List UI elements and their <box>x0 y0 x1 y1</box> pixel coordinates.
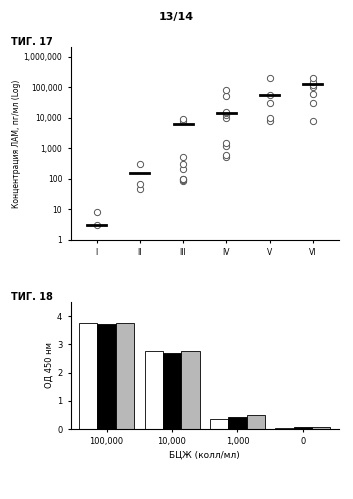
Bar <box>79 323 97 429</box>
Y-axis label: ОД 450 нм: ОД 450 нм <box>45 343 54 388</box>
Bar <box>210 419 228 429</box>
Text: ΤИГ. 18: ΤИГ. 18 <box>11 292 53 302</box>
Bar <box>228 417 247 429</box>
Text: ΤИГ. 17: ΤИГ. 17 <box>11 37 52 47</box>
Bar <box>294 427 312 429</box>
Bar <box>312 428 330 429</box>
Bar <box>144 351 163 429</box>
Bar <box>116 323 134 429</box>
Text: 13/14: 13/14 <box>159 12 194 22</box>
Y-axis label: Концентрация ЛАМ, пг/мл (Log): Концентрация ЛАМ, пг/мл (Log) <box>12 79 21 208</box>
X-axis label: БЦЖ (колл/мл): БЦЖ (колл/мл) <box>169 451 240 460</box>
Bar <box>247 415 265 429</box>
Bar <box>275 428 294 429</box>
Bar <box>97 324 116 429</box>
Bar <box>163 353 181 429</box>
Bar <box>181 351 199 429</box>
